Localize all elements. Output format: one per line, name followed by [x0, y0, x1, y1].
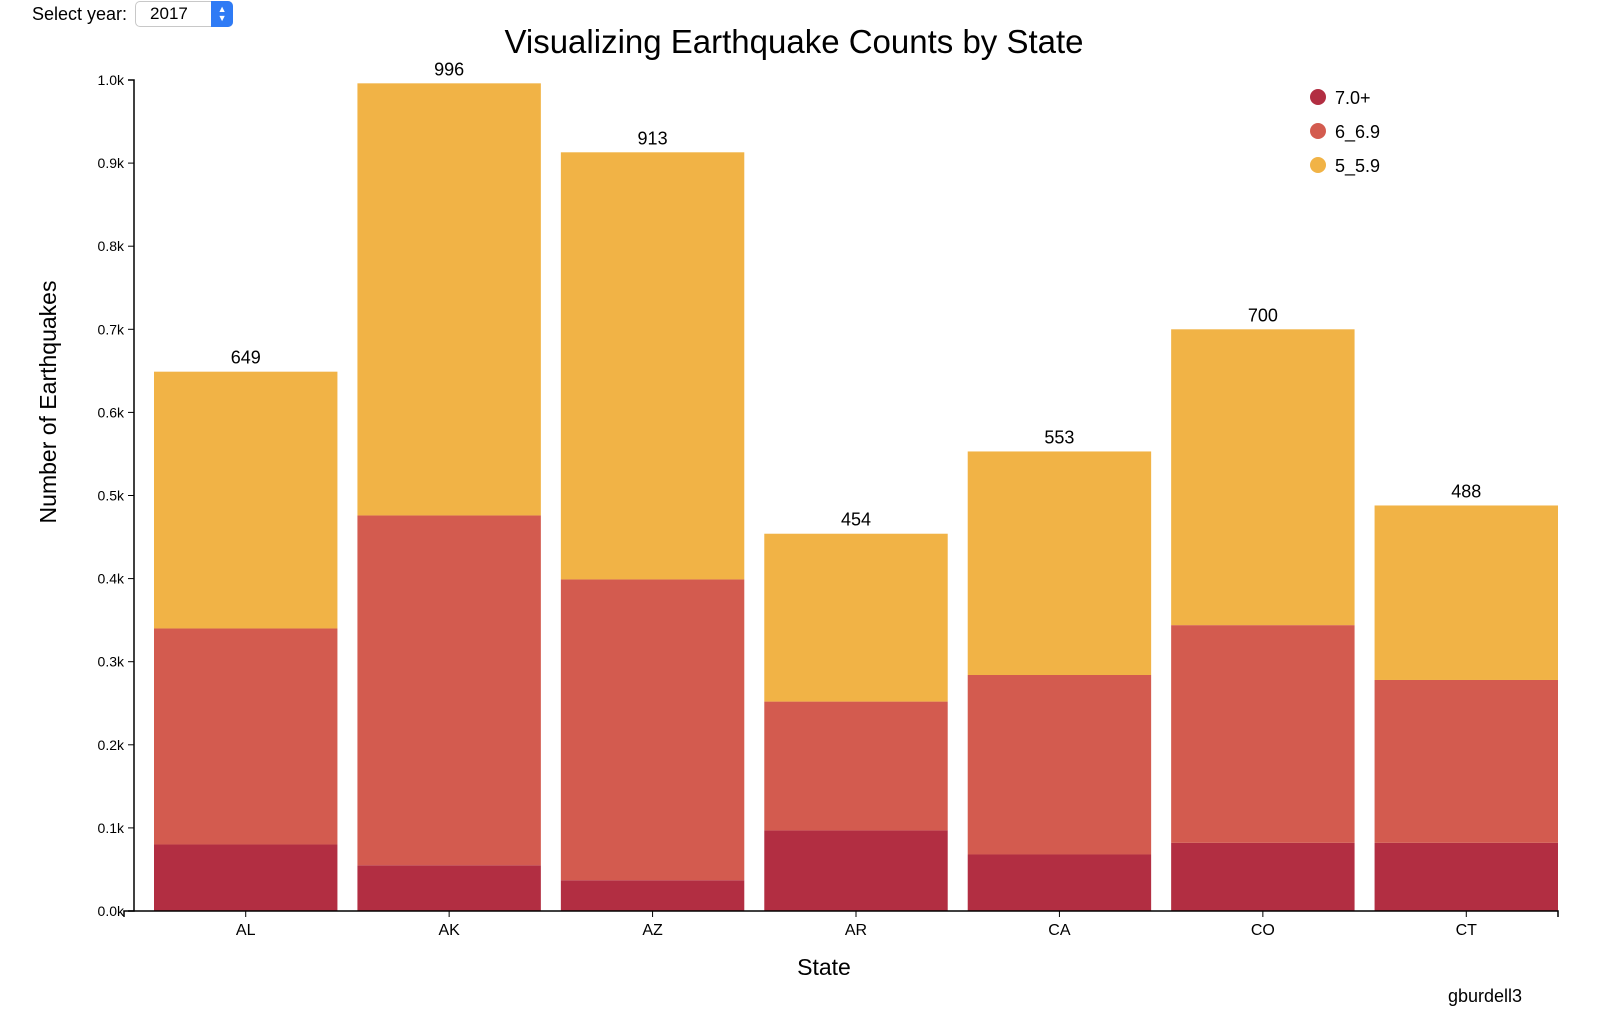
- bar-co-6-6-9: [1171, 625, 1355, 843]
- y-axis: 0.0k 0.1k 0.2k 0.3k 0.4k 0.5k 0.6k 0.7k 0.8k 0.9k…: [98, 72, 135, 919]
- dropdown-arrows-icon[interactable]: ▲ ▼: [211, 1, 234, 27]
- bar-total-label: 913: [638, 128, 668, 148]
- y-axis-label: Number of Earthquakes: [35, 281, 61, 524]
- x-axis-label: State: [797, 954, 851, 980]
- bar-total-label: 700: [1248, 305, 1278, 325]
- y-tick-label: 0.2k: [98, 737, 125, 753]
- y-tick-label: 0.1k: [98, 820, 125, 836]
- legend-swatch: [1310, 89, 1326, 105]
- legend-label: 5_5.9: [1335, 156, 1380, 177]
- chevron-up-icon: ▲: [217, 4, 227, 14]
- x-axis: AL AK AZ AR CA CO CT: [123, 910, 1559, 939]
- year-dropdown[interactable]: 2017 ▲ ▼: [135, 1, 234, 27]
- x-tick-label: AL: [236, 922, 256, 939]
- bar-al-6-6-9: [154, 628, 338, 845]
- bars-layer: [154, 83, 1558, 911]
- legend-label: 6_6.9: [1335, 122, 1380, 143]
- bar-ar-6-6-9: [764, 701, 948, 831]
- author-credit: gburdell3: [1448, 986, 1522, 1006]
- year-label: Select year:: [32, 3, 128, 24]
- y-tick-label: 1.0k: [98, 72, 125, 88]
- y-tick-label: 0.4k: [98, 571, 125, 587]
- bar-ak-6-6-9: [357, 515, 541, 866]
- legend-label: 7.0+: [1335, 88, 1371, 108]
- legend: 7.0+ 6_6.9 5_5.9: [1310, 88, 1380, 177]
- x-tick-label: AR: [845, 922, 867, 939]
- x-tick-label: AZ: [642, 922, 663, 939]
- bar-total-label: 649: [231, 348, 261, 368]
- bar-al-7-0-: [154, 844, 338, 911]
- bar-ak-7-0-: [357, 865, 541, 911]
- y-tick-label: 0.3k: [98, 654, 125, 670]
- bar-ct-7-0-: [1374, 842, 1558, 911]
- bar-ca-5-5-9: [967, 451, 1152, 675]
- legend-swatch: [1310, 123, 1326, 139]
- y-tick-label: 0.9k: [98, 155, 125, 171]
- bar-ar-7-0-: [764, 830, 948, 911]
- x-tick-label: CO: [1251, 922, 1275, 939]
- bar-az-7-0-: [560, 880, 745, 911]
- year-dropdown-value: 2017: [150, 4, 188, 23]
- legend-swatch: [1310, 157, 1326, 173]
- bar-ct-6-6-9: [1374, 679, 1558, 843]
- x-tick-label: CA: [1048, 922, 1071, 939]
- bar-ct-5-5-9: [1374, 505, 1558, 680]
- bar-ca-6-6-9: [967, 674, 1152, 855]
- bar-co-7-0-: [1171, 842, 1355, 911]
- x-tick-label: AK: [438, 922, 460, 939]
- bar-total-label: 454: [841, 510, 871, 530]
- bar-co-5-5-9: [1171, 329, 1355, 626]
- y-tick-label: 0.5k: [98, 488, 125, 504]
- bar-az-6-6-9: [560, 579, 745, 881]
- bar-al-5-5-9: [154, 371, 338, 629]
- x-axis-line: [123, 910, 1559, 917]
- y-tick-label: 0.8k: [98, 238, 125, 254]
- y-tick-label: 0.0k: [98, 903, 125, 919]
- bar-ak-5-5-9: [357, 83, 541, 516]
- year-selector: Select year: 2017 ▲ ▼: [32, 0, 234, 28]
- y-tick-label: 0.7k: [98, 321, 125, 337]
- y-tick-label: 0.6k: [98, 404, 125, 420]
- bar-total-label: 996: [434, 59, 464, 79]
- bar-az-5-5-9: [560, 152, 745, 580]
- bar-total-label: 488: [1451, 481, 1481, 501]
- bar-ar-5-5-9: [764, 533, 948, 702]
- bar-total-label: 553: [1044, 427, 1074, 447]
- chart-title: Visualizing Earthquake Counts by State: [504, 23, 1083, 60]
- totals-layer: 649 996 913 454 553 700 488: [231, 59, 1482, 529]
- chevron-down-icon: ▼: [217, 13, 227, 23]
- x-tick-label: CT: [1456, 922, 1478, 939]
- bar-ca-7-0-: [967, 854, 1152, 911]
